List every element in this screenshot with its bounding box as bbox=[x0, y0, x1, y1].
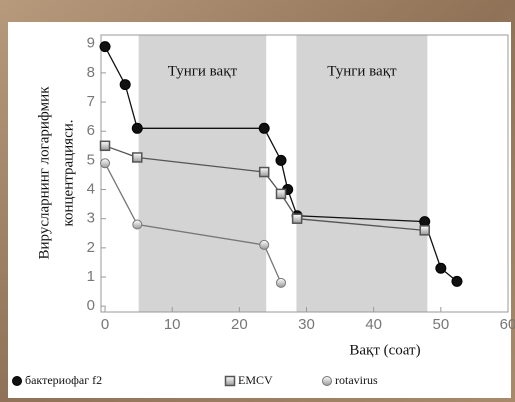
marker bbox=[258, 122, 270, 134]
marker bbox=[258, 166, 270, 178]
x-label: Вақт (соат) bbox=[349, 342, 420, 358]
marker bbox=[259, 239, 270, 250]
marker bbox=[275, 188, 287, 200]
y-tick-label: 9 bbox=[87, 35, 95, 52]
series-line bbox=[104, 162, 282, 284]
y-tick-label: 6 bbox=[87, 122, 95, 139]
marker bbox=[451, 275, 463, 287]
y-tick-label: 5 bbox=[87, 151, 95, 168]
x-tick-label: 40 bbox=[365, 316, 382, 333]
y-label: Вируслaрнинг логарифмик bbox=[36, 86, 52, 260]
series-line bbox=[104, 145, 425, 232]
band-label: Тунги вақт bbox=[327, 63, 397, 79]
marker bbox=[132, 152, 143, 163]
x-tick-label: 20 bbox=[231, 316, 248, 333]
y-tick-label: 1 bbox=[87, 268, 95, 285]
marker bbox=[419, 225, 430, 236]
y-tick-label: 3 bbox=[87, 210, 95, 227]
legend-label: EMCV bbox=[238, 373, 273, 387]
marker bbox=[131, 122, 143, 134]
marker bbox=[12, 376, 22, 386]
y-tick-label: 8 bbox=[87, 64, 95, 81]
marker bbox=[99, 41, 111, 53]
marker bbox=[99, 140, 111, 152]
marker bbox=[291, 213, 303, 224]
y-tick-label: 4 bbox=[87, 181, 95, 198]
marker bbox=[224, 375, 236, 387]
night-band bbox=[296, 35, 428, 312]
y-label: концентрацияси. bbox=[60, 119, 76, 226]
night-band bbox=[138, 35, 267, 312]
y-tick-label: 2 bbox=[87, 239, 95, 256]
plot-frame bbox=[100, 34, 509, 313]
x-tick-label: 10 bbox=[164, 316, 181, 333]
x-tick-label: 50 bbox=[432, 316, 449, 333]
y-tick-label: 0 bbox=[87, 297, 95, 314]
marker bbox=[435, 262, 447, 274]
y-tick-label: 7 bbox=[87, 93, 95, 110]
marker bbox=[322, 376, 332, 386]
band-label: Тунги вақт bbox=[168, 63, 238, 79]
legend-label: бактериофаг f2 bbox=[25, 373, 102, 387]
marker bbox=[275, 154, 287, 166]
legend-label: rotavirus bbox=[335, 373, 378, 387]
x-tick-label: 0 bbox=[101, 316, 109, 333]
marker bbox=[119, 79, 131, 91]
marker bbox=[132, 219, 143, 230]
marker bbox=[275, 277, 286, 288]
x-tick-label: 30 bbox=[298, 316, 315, 333]
series-line bbox=[104, 46, 458, 282]
marker bbox=[100, 158, 111, 169]
x-tick-label: 60 bbox=[500, 316, 515, 333]
